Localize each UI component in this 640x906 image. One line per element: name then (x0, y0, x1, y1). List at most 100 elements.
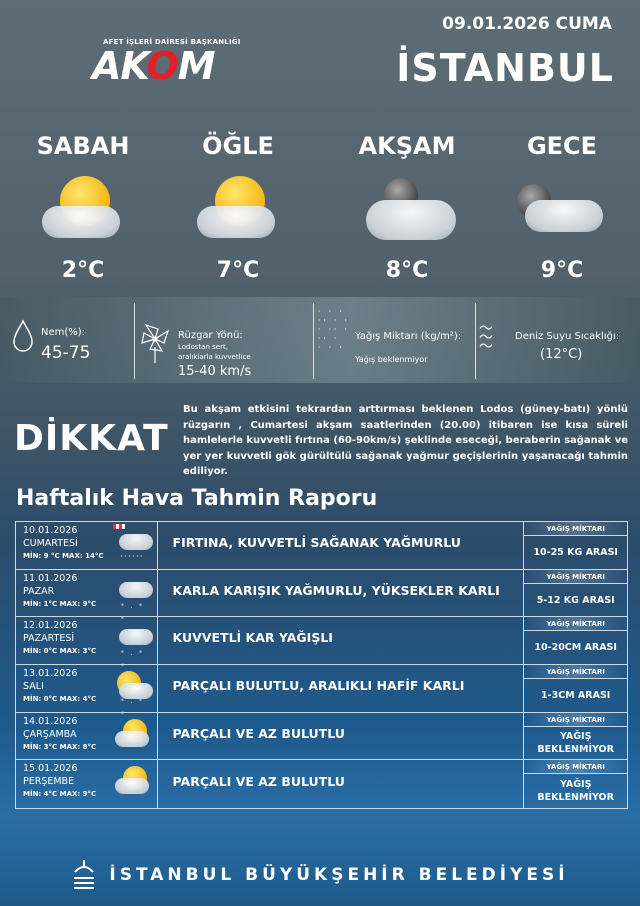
wind-desc-1: Lodostan sert, (178, 343, 228, 351)
period-label: AKŞAM (358, 132, 456, 160)
min-temp: 0°C (43, 647, 58, 656)
day-name: SALI (23, 681, 44, 693)
forecast-cell: PARÇALI VE AZ BULUTLU (158, 712, 525, 760)
period-temp: 8°C (385, 258, 429, 283)
wind-desc-2: aralıklarla kuvvetlice (178, 353, 251, 361)
forecast-cell: PARÇALI BULUTLU, ARALIKLI HAFİF KARLI (158, 665, 525, 712)
city-title: İSTANBUL (396, 46, 614, 90)
precip-header: YAĞIŞ MİKTARI (524, 665, 628, 680)
warning-title: DİKKAT (14, 418, 169, 459)
period-label: SABAH (36, 132, 130, 160)
weekly-table: 10.01.2026 CUMARTESİ MİN: 9 °C MAX: 14°C… (15, 521, 628, 810)
precip-cell: YAĞIŞ MİKTARI 5-12 KG ARASI (524, 569, 628, 617)
precip-cell: YAĞIŞ MİKTARI YAĞIŞ BEKLENMİYOR (524, 760, 628, 808)
day-date: 10.01.2026 (23, 525, 78, 536)
max-temp: 3°C (82, 647, 97, 656)
storm-rain-icon: '''''' (111, 524, 153, 566)
day-date: 15.01.2026 (23, 763, 78, 775)
min-temp: 4°C (43, 790, 58, 799)
weekly-title: Haftalık Hava Tahmin Raporu (16, 486, 378, 511)
sleet-icon: * . * * (111, 574, 153, 623)
table-row: 14.01.2026 ÇARŞAMBA MİN: 3°C MAX: 8°C PA… (16, 712, 628, 761)
table-row: 13.01.2026 SALI MİN: 0°C MAX: 4°C * . * … (16, 665, 628, 718)
table-row: 11.01.2026 PAZAR MİN: 1°C MAX: 9°C * . *… (16, 569, 628, 623)
sun-behind-cloud-icon (163, 168, 313, 254)
precip-amount: 10-25 KG ARASI (533, 546, 618, 558)
forecast-cell: KARLA KARIŞIK YAĞMURLU, YÜKSEKLER KARLI (158, 569, 525, 617)
wind-value: 15-40 km/s (178, 364, 252, 379)
max-temp: 4°C (82, 695, 97, 704)
max-label: MAX: (59, 695, 81, 704)
forecast-cell: PARÇALI VE AZ BULUTLU (158, 760, 525, 809)
precip-cell: YAĞIŞ MİKTARI 10-20CM ARASI (524, 617, 628, 664)
snow-icon: * . * * (111, 621, 153, 670)
moon-behind-cloud-icon (487, 168, 637, 254)
sea-value: (12°C) (540, 347, 583, 362)
min-temp: 3°C (43, 742, 58, 751)
max-temp: 14°C (85, 552, 104, 560)
partly-cloudy-icon (111, 764, 153, 804)
precip-header: YAĞIŞ MİKTARI (524, 760, 628, 775)
day-name: PAZARTESİ (23, 633, 75, 645)
min-label: MİN: (23, 647, 42, 656)
humidity-value: 45-75 (41, 343, 91, 363)
precip-cell: YAĞIŞ MİKTARI YAĞIŞ BEKLENMİYOR (524, 712, 628, 760)
day-cell: 14.01.2026 ÇARŞAMBA MİN: 3°C MAX: 8°C (16, 712, 158, 760)
rain-drops-icon: ' ' ' '' ' ' ' '' ' '' ' ' ' ' (318, 309, 350, 354)
ibb-logo-icon (74, 860, 95, 889)
precip-cell: YAĞIŞ MİKTARI 1-3CM ARASI (524, 665, 628, 712)
day-date: 12.01.2026 (23, 620, 78, 632)
day-name: ÇARŞAMBA (23, 728, 77, 740)
day-cell: 15.01.2026 PERŞEMBE MİN: 4°C MAX: 9°C (16, 760, 158, 809)
day-name: PAZAR (23, 585, 55, 597)
max-label: MAX: (59, 647, 81, 656)
precip-header: YAĞIŞ MİKTARI (524, 712, 628, 727)
precip-header: YAĞIŞ MİKTARI (524, 617, 628, 632)
precip-amount: YAĞIŞ BEKLENMİYOR (537, 731, 614, 756)
max-label: MAX: (59, 742, 81, 751)
forecast-cell: KUVVETLİ KAR YAĞIŞLI (158, 617, 525, 665)
sun-behind-cloud-icon (8, 168, 158, 254)
table-row: 12.01.2026 PAZARTESİ MİN: 0°C MAX: 3°C *… (16, 617, 628, 670)
droplet-icon (13, 319, 33, 352)
min-label: MİN: (23, 742, 42, 751)
humidity-label: Nem(%): (41, 327, 86, 338)
precip-header: YAĞIŞ MİKTARI (524, 569, 628, 584)
day-cell: 13.01.2026 SALI MİN: 0°C MAX: 4°C * . * … (16, 665, 158, 718)
precip-amount: 1-3CM ARASI (541, 689, 611, 701)
min-label: MİN: (23, 599, 42, 608)
pinwheel-icon (141, 323, 170, 363)
max-temp: 8°C (82, 742, 97, 751)
table-row: 10.01.2026 CUMARTESİ MİN: 9 °C MAX: 14°C… (16, 522, 628, 570)
precip-cell: YAĞIŞ MİKTARI 10-25 KG ARASI (524, 522, 628, 569)
min-temp: 1°C (43, 599, 58, 608)
day-cell: 11.01.2026 PAZAR MİN: 1°C MAX: 9°C * . *… (16, 569, 158, 623)
min-temp: 0°C (43, 695, 58, 704)
precip-value: Yağış beklenmiyor (355, 355, 428, 364)
period-label: GECE (526, 132, 598, 160)
period-sabah: SABAH 2°C (8, 132, 158, 283)
footer: İSTANBUL BÜYÜKŞEHİR BELEDİYESİ (0, 858, 640, 892)
day-name: PERŞEMBE (23, 776, 75, 788)
precip-amount: 5-12 KG ARASI (536, 594, 615, 606)
period-temp: 2°C (61, 258, 105, 283)
precip-header: YAĞIŞ MİKTARI (524, 522, 628, 536)
day-name: CUMARTESİ (23, 538, 78, 549)
period-gece: GECE 9°C (487, 132, 637, 283)
day-date: 11.01.2026 (23, 572, 78, 584)
forecast-cell: FIRTINA, KUVVETLİ SAĞANAK YAĞMURLU (158, 522, 525, 569)
max-temp: 9°C (82, 599, 97, 608)
sea-label: Deniz Suyu Sıcaklığı: (515, 331, 620, 342)
date: 09.01.2026 CUMA (442, 14, 612, 34)
warning-text: Bu akşam etkisini tekrardan arttırması b… (183, 404, 628, 478)
table-row: 15.01.2026 PERŞEMBE MİN: 4°C MAX: 9°C PA… (16, 760, 628, 809)
max-temp: 9°C (82, 790, 97, 799)
day-cell: 10.01.2026 CUMARTESİ MİN: 9 °C MAX: 14°C… (16, 522, 158, 569)
min-label: MİN: (23, 552, 42, 560)
min-label: MİN: (23, 790, 42, 799)
min-temp: 9 °C (43, 552, 60, 560)
precip-amount: 10-20CM ARASI (534, 642, 617, 654)
period-temp: 9°C (540, 258, 584, 283)
moon-behind-cloud-icon (332, 168, 482, 254)
footer-text: İSTANBUL BÜYÜKŞEHİR BELEDİYESİ (109, 865, 569, 885)
